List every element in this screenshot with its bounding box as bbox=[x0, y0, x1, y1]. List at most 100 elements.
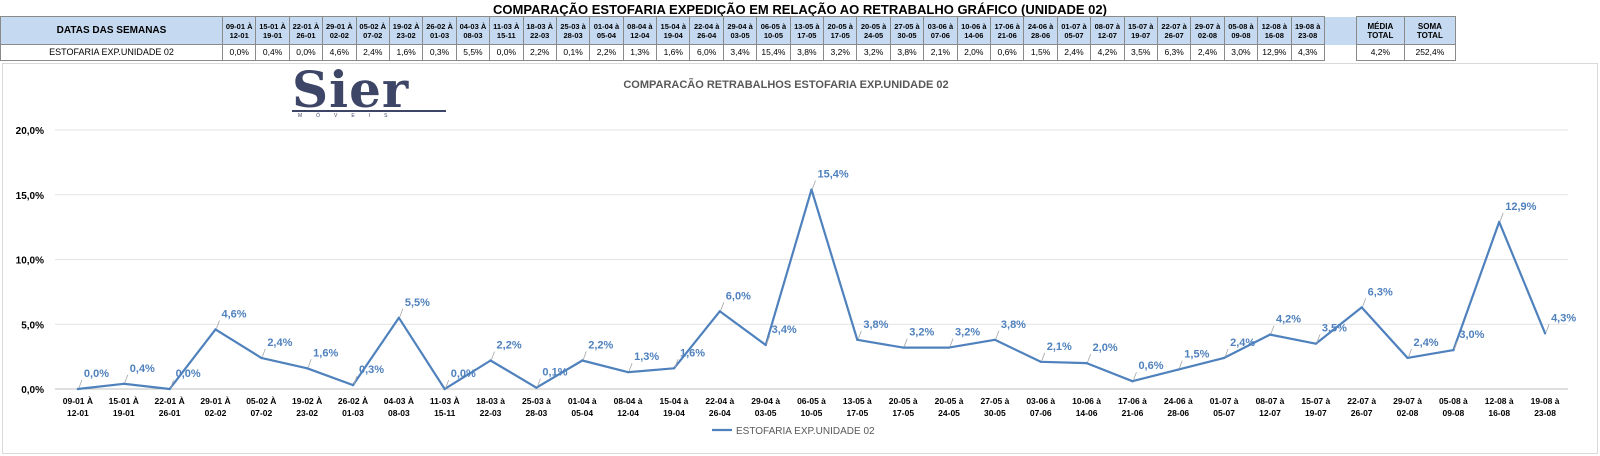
week-header: 19-08 à 23-08 bbox=[1290, 16, 1325, 45]
data-label-leader bbox=[582, 351, 587, 360]
week-header: 25-03 à 28-03 bbox=[555, 16, 591, 45]
data-label: 4,3% bbox=[1551, 312, 1576, 324]
data-label: 6,3% bbox=[1368, 286, 1393, 298]
x-tick-label: 09-01 À bbox=[63, 396, 93, 406]
data-label-leader bbox=[766, 335, 771, 345]
x-tick-label: 19-08 à bbox=[1531, 396, 1560, 406]
data-label: 2,1% bbox=[1047, 341, 1072, 353]
data-point bbox=[489, 359, 492, 362]
x-tick-label: 05-04 bbox=[571, 408, 593, 418]
data-point bbox=[1131, 380, 1134, 383]
data-label-leader bbox=[1545, 324, 1550, 333]
data-label: 3,4% bbox=[772, 324, 797, 336]
row-label: ESTOFARIA EXP.UNIDADE 02 bbox=[0, 44, 223, 61]
week-value: 0,1% bbox=[555, 44, 591, 61]
data-label: 12,9% bbox=[1505, 201, 1536, 213]
data-point bbox=[1406, 356, 1409, 360]
data-label-leader bbox=[1316, 334, 1321, 343]
x-tick-label: 26-07 bbox=[1351, 408, 1373, 418]
data-label-leader bbox=[1133, 372, 1137, 381]
data-label-leader bbox=[170, 379, 174, 389]
week-header: 03-06 à 07-06 bbox=[923, 16, 958, 45]
x-tick-label: 23-02 bbox=[296, 408, 318, 418]
data-label: 1,6% bbox=[680, 347, 705, 359]
week-header: 01-04 à 05-04 bbox=[589, 16, 624, 45]
y-tick-label: 20,0% bbox=[16, 126, 44, 137]
data-point bbox=[1039, 360, 1042, 364]
x-tick-label: 15-04 à bbox=[660, 396, 689, 406]
y-tick-label: 5,0% bbox=[21, 320, 44, 331]
week-value: 0,4% bbox=[255, 44, 290, 61]
data-label: 6,0% bbox=[726, 290, 751, 302]
x-tick-label: 13-05 à bbox=[843, 396, 872, 406]
week-value: 3,4% bbox=[722, 44, 758, 61]
data-label-leader bbox=[1224, 348, 1229, 358]
data-label: 2,4% bbox=[267, 337, 292, 349]
x-tick-label: 29-01 À bbox=[200, 396, 230, 406]
week-header: 29-04 à 03-05 bbox=[722, 16, 758, 45]
week-value: 3,5% bbox=[1123, 44, 1158, 61]
chart-title: COMPARACÃO RETRABALHOS ESTOFARIA EXP.UNI… bbox=[623, 78, 948, 91]
week-value: 6,3% bbox=[1156, 44, 1192, 61]
week-header: 10-06 à 14-06 bbox=[956, 16, 991, 45]
x-tick-label: 22-07 à bbox=[1347, 396, 1376, 406]
week-value: 2,4% bbox=[1056, 44, 1092, 61]
data-label-leader bbox=[353, 375, 358, 385]
data-point bbox=[672, 367, 676, 370]
data-point bbox=[1268, 333, 1272, 336]
x-tick-label: 08-03 bbox=[388, 408, 410, 418]
data-point bbox=[535, 386, 538, 389]
x-tick-label: 15-11 bbox=[434, 408, 456, 418]
week-value: 2,0% bbox=[956, 44, 991, 61]
y-tick-label: 0,0% bbox=[21, 385, 44, 396]
data-label-leader bbox=[78, 379, 83, 389]
data-label: 2,0% bbox=[1093, 342, 1118, 354]
data-label: 2,2% bbox=[588, 340, 613, 352]
x-tick-label: 10-05 bbox=[801, 408, 823, 418]
week-value: 1,6% bbox=[388, 44, 424, 61]
x-tick-label: 07-02 bbox=[250, 408, 272, 418]
data-label: 0,0% bbox=[451, 368, 476, 380]
x-tick-label: 26-04 bbox=[709, 408, 731, 418]
data-label-leader bbox=[1499, 212, 1504, 222]
data-label-leader bbox=[1270, 325, 1275, 334]
week-header: 15-04 à 19-04 bbox=[656, 16, 691, 45]
week-header: 20-05 à 24-05 bbox=[856, 16, 891, 45]
data-point bbox=[1360, 306, 1363, 309]
data-label-leader bbox=[1087, 353, 1091, 363]
x-tick-label: 08-04 à bbox=[614, 396, 643, 406]
data-point bbox=[122, 382, 125, 386]
week-value: 6,0% bbox=[689, 44, 724, 61]
data-label: 4,6% bbox=[221, 308, 246, 320]
soma-total-value: 252,4% bbox=[1403, 44, 1456, 61]
data-point bbox=[1498, 220, 1501, 224]
data-point bbox=[397, 316, 401, 319]
data-label-leader bbox=[1454, 341, 1458, 350]
week-value: 0,3% bbox=[422, 44, 457, 61]
week-value: 3,8% bbox=[789, 44, 825, 61]
week-value: 4,2% bbox=[1090, 44, 1125, 61]
week-value: 2,2% bbox=[522, 44, 557, 61]
x-tick-label: 05-02 À bbox=[246, 396, 276, 406]
x-tick-label: 22-04 à bbox=[705, 396, 734, 406]
x-tick-label: 22-01 À bbox=[154, 396, 184, 406]
data-label: 3,8% bbox=[863, 319, 888, 331]
data-point bbox=[214, 328, 217, 331]
week-value: 4,3% bbox=[1290, 44, 1325, 61]
data-point bbox=[260, 356, 263, 360]
x-tick-label: 12-04 bbox=[617, 408, 639, 418]
data-label: 2,4% bbox=[1230, 337, 1255, 349]
data-label: 15,4% bbox=[818, 169, 849, 181]
x-tick-label: 20-05 à bbox=[935, 396, 964, 406]
summary-table: DATAS DAS SEMANAS 09-01 À 12-01 15-01 À 19-0… bbox=[0, 16, 1456, 61]
week-value: 3,2% bbox=[856, 44, 891, 61]
x-tick-label: 22-03 bbox=[480, 408, 502, 418]
values-row: ESTOFARIA EXP.UNIDADE 02 0,0% 0,4% 0,0% 4,6%… bbox=[0, 44, 1456, 61]
data-label: 0,4% bbox=[130, 363, 155, 375]
data-label-leader bbox=[812, 180, 816, 189]
data-label: 3,2% bbox=[955, 327, 980, 339]
x-tick-label: 25-03 à bbox=[522, 396, 551, 406]
data-label: 1,3% bbox=[634, 351, 659, 363]
x-tick-label: 08-07 à bbox=[1256, 396, 1285, 406]
x-tick-label: 05-07 bbox=[1213, 408, 1235, 418]
